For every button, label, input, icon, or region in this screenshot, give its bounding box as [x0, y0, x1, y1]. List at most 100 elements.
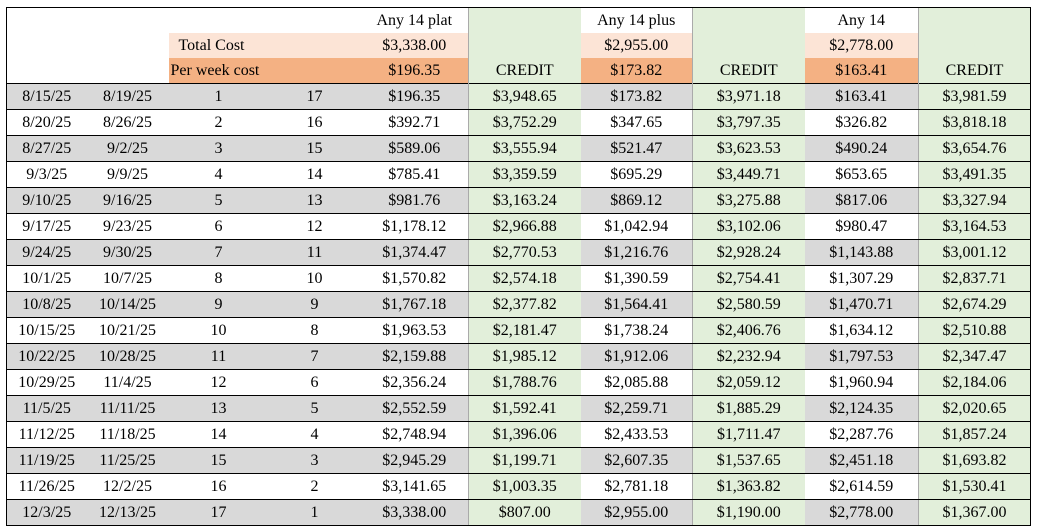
- any-cost-cell: $2,287.76: [804, 421, 919, 448]
- plus-cost-cell: $1,564.41: [580, 291, 693, 318]
- any-cost-cell: $1,634.12: [804, 317, 919, 344]
- week-number-cell: 8: [168, 265, 269, 292]
- weeks-remaining-cell: 2: [268, 473, 361, 500]
- plus-credit-cell: $3,623.53: [692, 135, 805, 162]
- weeks-remaining-cell: 7: [268, 343, 361, 370]
- header-row-per-week: Per week cost $196.35 CREDIT $173.82 CRE…: [6, 58, 1031, 84]
- week-number-cell: 15: [168, 447, 269, 474]
- plat-credit-cell: $3,555.94: [468, 135, 581, 162]
- plat-cost-cell: $3,141.65: [360, 473, 469, 500]
- credit-header-any: CREDIT: [918, 58, 1031, 84]
- table-row: 8/27/25 9/2/25 3 15 $589.06 $3,555.94 $521.47 $…: [6, 135, 1031, 162]
- plat-credit-cell: $3,948.65: [468, 83, 581, 110]
- plat-cost-cell: $2,159.88: [360, 343, 469, 370]
- credit-header-blank: [692, 33, 805, 58]
- end-date-cell: 10/7/25: [86, 265, 169, 292]
- table-row: 8/15/25 8/19/25 1 17 $196.35 $3,948.65 $173.82…: [6, 83, 1031, 110]
- plat-credit-cell: $3,752.29: [468, 109, 581, 136]
- week-number-cell: 14: [168, 421, 269, 448]
- plus-cost-cell: $2,607.35: [580, 447, 693, 474]
- start-date-cell: 12/3/25: [6, 499, 87, 526]
- any-cost-cell: $1,307.29: [804, 265, 919, 292]
- plus-credit-cell: $3,971.18: [692, 83, 805, 110]
- weeks-remaining-cell: 15: [268, 135, 361, 162]
- plat-cost-cell: $1,570.82: [360, 265, 469, 292]
- plus-credit-cell: $1,711.47: [692, 421, 805, 448]
- plat-cost-cell: $1,963.53: [360, 317, 469, 344]
- any-cost-cell: $1,797.53: [804, 343, 919, 370]
- weeks-remaining-cell: 17: [268, 83, 361, 110]
- plat-credit-cell: $2,966.88: [468, 213, 581, 240]
- plus-cost-cell: $869.12: [580, 187, 693, 214]
- start-date-cell: 10/29/25: [6, 369, 87, 396]
- start-date-cell: 10/15/25: [6, 317, 87, 344]
- plus-cost-cell: $521.47: [580, 135, 693, 162]
- blank-cell: [87, 33, 169, 58]
- any-credit-cell: $3,654.76: [918, 135, 1031, 162]
- plus-cost-cell: $347.65: [580, 109, 693, 136]
- any-cost-cell: $2,778.00: [804, 499, 919, 526]
- week-number-cell: 2: [168, 109, 269, 136]
- plus-credit-cell: $2,580.59: [692, 291, 805, 318]
- total-cost-plus: $2,955.00: [580, 33, 693, 58]
- blank-cell: [268, 7, 361, 33]
- weeks-remaining-cell: 14: [268, 161, 361, 188]
- plus-cost-cell: $2,085.88: [580, 369, 693, 396]
- plus-credit-cell: $1,363.82: [692, 473, 805, 500]
- any-credit-cell: $1,367.00: [918, 499, 1031, 526]
- plat-credit-cell: $2,181.47: [468, 317, 581, 344]
- table-row: 9/10/25 9/16/25 5 13 $981.76 $3,163.24 $869.12…: [6, 187, 1031, 214]
- table-row: 8/20/25 8/26/25 2 16 $392.71 $3,752.29 $347.65…: [6, 109, 1031, 136]
- week-number-cell: 16: [168, 473, 269, 500]
- total-cost-label: Total Cost: [168, 33, 361, 58]
- table-row: 10/1/25 10/7/25 8 10 $1,570.82 $2,574.18 $1,39…: [6, 265, 1031, 292]
- table-row: 10/15/25 10/21/25 10 8 $1,963.53 $2,181.47 $1,…: [6, 317, 1031, 344]
- plus-credit-cell: $3,275.88: [692, 187, 805, 214]
- plus-cost-cell: $2,433.53: [580, 421, 693, 448]
- end-date-cell: 9/2/25: [86, 135, 169, 162]
- end-date-cell: 10/14/25: [86, 291, 169, 318]
- plus-cost-cell: $1,216.76: [580, 239, 693, 266]
- header-row-total-cost: Total Cost $3,338.00 $2,955.00 $2,778.00: [6, 33, 1031, 58]
- any-cost-cell: $817.06: [804, 187, 919, 214]
- table-row: 9/3/25 9/9/25 4 14 $785.41 $3,359.59 $695.29 $3…: [6, 161, 1031, 188]
- start-date-cell: 10/8/25: [6, 291, 87, 318]
- any-credit-cell: $2,510.88: [918, 317, 1031, 344]
- plat-cost-cell: $2,552.59: [360, 395, 469, 422]
- end-date-cell: 9/16/25: [86, 187, 169, 214]
- end-date-cell: 10/21/25: [86, 317, 169, 344]
- any-credit-cell: $2,347.47: [918, 343, 1031, 370]
- plus-cost-cell: $2,259.71: [580, 395, 693, 422]
- plus-credit-cell: $2,928.24: [692, 239, 805, 266]
- plus-cost-cell: $2,781.18: [580, 473, 693, 500]
- plan-name-plat: Any 14 plat: [360, 7, 469, 33]
- total-cost-plat: $3,338.00: [360, 33, 469, 58]
- table-row: 11/19/25 11/25/25 15 3 $2,945.29 $1,199.71 $2,…: [6, 447, 1031, 474]
- week-number-cell: 17: [168, 499, 269, 526]
- plus-credit-cell: $1,537.65: [692, 447, 805, 474]
- plus-credit-cell: $2,232.94: [692, 343, 805, 370]
- weeks-remaining-cell: 13: [268, 187, 361, 214]
- end-date-cell: 11/18/25: [86, 421, 169, 448]
- credit-header-blank: [918, 33, 1031, 58]
- any-cost-cell: $653.65: [804, 161, 919, 188]
- end-date-cell: 8/26/25: [86, 109, 169, 136]
- plus-cost-cell: $1,912.06: [580, 343, 693, 370]
- table-row: 10/22/25 10/28/25 11 7 $2,159.88 $1,985.12 $1,…: [6, 343, 1031, 370]
- credit-schedule-table: Any 14 plat Any 14 plus Any 14 Total Cos…: [6, 7, 1031, 526]
- end-date-cell: 11/4/25: [86, 369, 169, 396]
- plat-cost-cell: $981.76: [360, 187, 469, 214]
- blank-cell: [6, 33, 87, 58]
- week-number-cell: 9: [168, 291, 269, 318]
- start-date-cell: 8/15/25: [6, 83, 87, 110]
- any-credit-cell: $3,818.18: [918, 109, 1031, 136]
- plat-credit-cell: $1,003.35: [468, 473, 581, 500]
- start-date-cell: 9/17/25: [6, 213, 87, 240]
- weeks-remaining-cell: 9: [268, 291, 361, 318]
- plan-name-any: Any 14: [804, 7, 919, 33]
- weeks-remaining-cell: 4: [268, 421, 361, 448]
- week-number-cell: 7: [168, 239, 269, 266]
- plus-cost-cell: $1,390.59: [580, 265, 693, 292]
- credit-header-blank: [692, 7, 805, 33]
- table-row: 10/29/25 11/4/25 12 6 $2,356.24 $1,788.76 $2,0…: [6, 369, 1031, 396]
